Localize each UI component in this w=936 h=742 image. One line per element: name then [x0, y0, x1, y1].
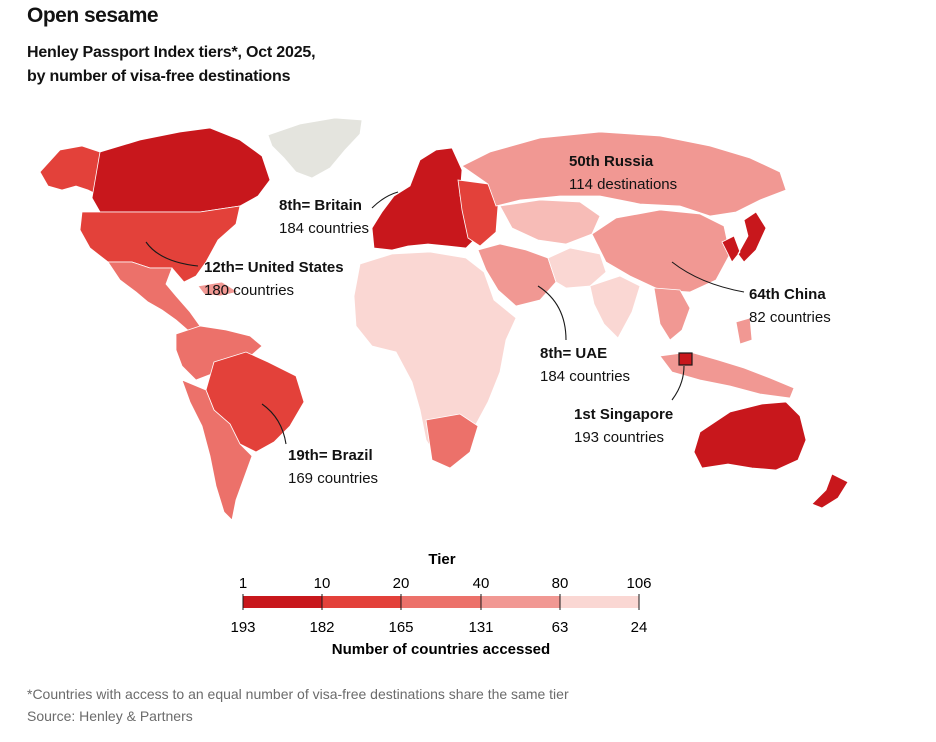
label-usa-value: 180 countries — [204, 282, 294, 299]
leader-usa — [145, 241, 199, 267]
label-uae-value: 184 countries — [540, 368, 630, 385]
footer: *Countries with access to an equal numbe… — [27, 683, 569, 727]
leader-britain — [371, 191, 399, 209]
region-russia — [461, 131, 787, 217]
region-greenland — [267, 117, 363, 179]
subtitle-line-1: Henley Passport Index tiers*, Oct 2025, — [27, 44, 316, 61]
region-new-zealand — [811, 473, 849, 509]
chart-subtitle: Henley Passport Index tiers*, Oct 2025, … — [27, 41, 316, 89]
legend-tier-tick-1: 1 — [239, 575, 247, 592]
region-central-asia — [499, 199, 601, 245]
region-china — [591, 209, 731, 293]
region-andes-southern-cone — [181, 379, 253, 521]
legend-tier-tick-2: 10 — [314, 575, 331, 592]
leader-singapore — [671, 365, 685, 401]
label-china-value: 82 countries — [749, 309, 831, 326]
leader-brazil — [261, 403, 287, 445]
source-text: Source: Henley & Partners — [27, 708, 193, 724]
legend-swatch-tier-4 — [481, 596, 560, 608]
legend-count-tick-3: 165 — [388, 619, 413, 636]
legend-tier-tick-3: 20 — [393, 575, 410, 592]
label-china-name: 64th China — [749, 286, 826, 303]
legend-count-tick-4: 131 — [468, 619, 493, 636]
legend-swatch-tier-3 — [401, 596, 481, 608]
legend-swatch-tier-5 — [560, 596, 639, 608]
leader-uae — [537, 285, 567, 341]
region-indonesia — [659, 317, 795, 399]
label-uae-name: 8th= UAE — [540, 345, 607, 362]
label-singapore-name: 1st Singapore — [574, 406, 673, 423]
subtitle-line-2: by number of visa-free destinations — [27, 68, 291, 85]
label-britain-name: 8th= Britain — [279, 197, 362, 214]
legend-axis-label: Number of countries accessed — [332, 641, 550, 658]
region-canada — [91, 127, 271, 213]
region-middle-east — [477, 243, 557, 307]
region-alaska — [39, 145, 101, 197]
legend-count-tick-5: 63 — [552, 619, 569, 636]
region-caribbean — [197, 281, 240, 297]
label-singapore-value: 193 countries — [574, 429, 664, 446]
label-russia-name: 50th Russia — [569, 153, 654, 170]
label-brazil-name: 19th= Brazil — [288, 447, 373, 464]
leader-china — [671, 261, 745, 293]
label-russia-value: 114 destinations — [569, 176, 677, 193]
legend-tier-tick-6: 106 — [626, 575, 651, 592]
legend-tier-tick-5: 80 — [552, 575, 569, 592]
legend: Tier 1 10 20 40 80 106 193 182 165 131 6… — [230, 551, 651, 658]
legend-title: Tier — [428, 551, 455, 568]
legend-count-tick-1: 193 — [230, 619, 255, 636]
label-usa-name: 12th= United States — [204, 259, 344, 276]
region-iran-pakistan — [547, 247, 607, 289]
region-southern-africa — [425, 413, 479, 469]
region-united-states — [79, 205, 241, 283]
region-south-asia — [589, 275, 641, 339]
region-australia — [693, 401, 807, 471]
region-korea-japan — [721, 211, 767, 263]
region-southeast-asia — [653, 287, 691, 341]
legend-tier-tick-4: 40 — [473, 575, 490, 592]
footnote-text: *Countries with access to an equal numbe… — [27, 686, 569, 702]
legend-count-tick-2: 182 — [309, 619, 334, 636]
legend-count-tick-6: 24 — [631, 619, 648, 636]
label-britain-value: 184 countries — [279, 220, 369, 237]
label-brazil-value: 169 countries — [288, 470, 378, 487]
singapore-marker — [678, 352, 693, 366]
legend-swatch-tier-1 — [243, 596, 322, 608]
legend-swatch-tier-2 — [322, 596, 401, 608]
chart-title: Open sesame — [27, 4, 159, 27]
